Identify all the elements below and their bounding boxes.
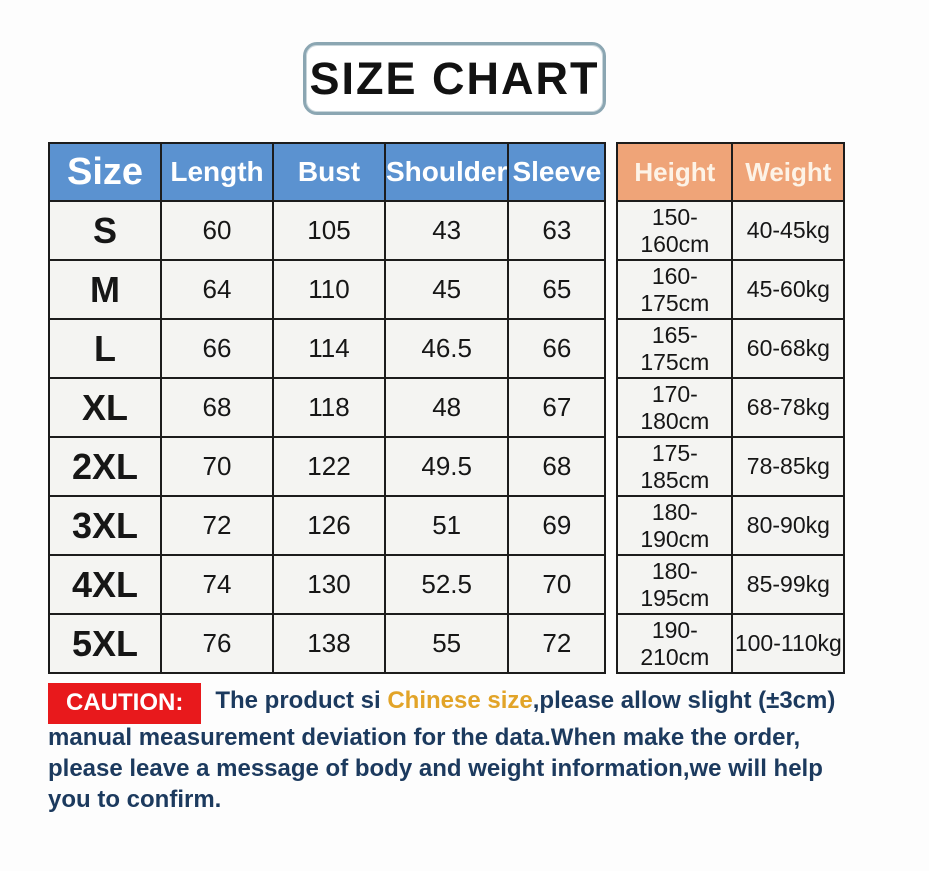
table-row: 180-195cm 85-99kg [616, 554, 846, 615]
sleeve-cell: 69 [507, 495, 607, 556]
length-cell: 66 [160, 318, 274, 379]
sleeve-cell: 66 [507, 318, 607, 379]
shoulder-cell: 48 [383, 377, 510, 438]
page-title: SIZE CHART [309, 52, 600, 104]
shoulder-cell: 55 [383, 613, 510, 674]
weight-cell: 85-99kg [731, 554, 846, 615]
size-cell: L [48, 318, 162, 379]
table-row: 170-180cm 68-78kg [616, 377, 846, 438]
table-row: 160-175cm 45-60kg [616, 259, 846, 320]
length-cell: 68 [160, 377, 274, 438]
weight-cell: 80-90kg [731, 495, 846, 556]
col-header-length: Length [160, 142, 274, 202]
bust-cell: 110 [272, 259, 386, 320]
weight-cell: 60-68kg [731, 318, 846, 379]
weight-cell: 40-45kg [731, 200, 846, 261]
height-cell: 160-175cm [616, 259, 734, 320]
height-cell: 180-190cm [616, 495, 734, 556]
height-cell: 150-160cm [616, 200, 734, 261]
col-header-shoulder: Shoulder [383, 142, 510, 202]
sleeve-cell: 63 [507, 200, 607, 261]
length-cell: 70 [160, 436, 274, 497]
bust-cell: 126 [272, 495, 386, 556]
shoulder-cell: 52.5 [383, 554, 510, 615]
col-header-size: Size [48, 142, 162, 202]
weight-cell: 78-85kg [731, 436, 846, 497]
col-header-weight: Weight [731, 142, 846, 202]
height-cell: 165-175cm [616, 318, 734, 379]
col-header-bust: Bust [272, 142, 386, 202]
bust-cell: 114 [272, 318, 386, 379]
caution-text: The product si [215, 687, 388, 714]
table-row: 3XL 72 126 51 69 [48, 495, 607, 556]
sleeve-cell: 68 [507, 436, 607, 497]
height-cell: 180-195cm [616, 554, 734, 615]
table-row: 150-160cm 40-45kg [616, 200, 846, 261]
table-row: XL 68 118 48 67 [48, 377, 607, 438]
col-header-sleeve: Sleeve [507, 142, 607, 202]
length-cell: 76 [160, 613, 274, 674]
bust-cell: 122 [272, 436, 386, 497]
header-row: Size Length Bust Shoulder Sleeve [48, 142, 607, 202]
weight-cell: 45-60kg [731, 259, 846, 320]
table-row: 165-175cm 60-68kg [616, 318, 846, 379]
size-table-main: Size Length Bust Shoulder Sleeve S 60 10… [48, 142, 607, 674]
weight-cell: 68-78kg [731, 377, 846, 438]
shoulder-cell: 51 [383, 495, 510, 556]
size-tables: Size Length Bust Shoulder Sleeve S 60 10… [48, 142, 846, 674]
bust-cell: 105 [272, 200, 386, 261]
table-row: M 64 110 45 65 [48, 259, 607, 320]
shoulder-cell: 49.5 [383, 436, 510, 497]
caution-section: CAUTION: The product si Chinese size,plea… [48, 681, 913, 815]
caution-text: ,please allow slight (±3cm) [532, 687, 836, 714]
table-row: 2XL 70 122 49.5 68 [48, 436, 607, 497]
height-cell: 190-210cm [616, 613, 734, 674]
table-row: 180-190cm 80-90kg [616, 495, 846, 556]
caution-highlight: Chinese size [387, 687, 533, 714]
header-row: Height Weight [616, 142, 846, 202]
bust-cell: 138 [272, 613, 386, 674]
bust-cell: 130 [272, 554, 386, 615]
length-cell: 74 [160, 554, 274, 615]
size-cell: 2XL [48, 436, 162, 497]
table-row: S 60 105 43 63 [48, 200, 607, 261]
caution-badge: CAUTION: [48, 683, 202, 724]
col-header-height: Height [616, 142, 734, 202]
size-cell: 4XL [48, 554, 162, 615]
length-cell: 64 [160, 259, 274, 320]
weight-cell: 100-110kg [731, 613, 846, 674]
height-cell: 170-180cm [616, 377, 734, 438]
sleeve-cell: 65 [507, 259, 607, 320]
size-cell: XL [48, 377, 162, 438]
sleeve-cell: 70 [507, 554, 607, 615]
length-cell: 60 [160, 200, 274, 261]
size-table-height-weight: Height Weight 150-160cm 40-45kg 160-175c… [616, 142, 846, 674]
table-row: 5XL 76 138 55 72 [48, 613, 607, 674]
table-row: 4XL 74 130 52.5 70 [48, 554, 607, 615]
caution-text: manual measurement deviation for the dat… [48, 724, 801, 751]
table-row: 190-210cm 100-110kg [616, 613, 846, 674]
size-cell: S [48, 200, 162, 261]
length-cell: 72 [160, 495, 274, 556]
size-cell: 5XL [48, 613, 162, 674]
sleeve-cell: 67 [507, 377, 607, 438]
size-cell: M [48, 259, 162, 320]
size-cell: 3XL [48, 495, 162, 556]
caution-text: please leave a message of body and weigh… [48, 755, 823, 782]
shoulder-cell: 45 [383, 259, 510, 320]
shoulder-cell: 46.5 [383, 318, 510, 379]
table-row: L 66 114 46.5 66 [48, 318, 607, 379]
caution-text: you to confirm. [48, 786, 222, 813]
bust-cell: 118 [272, 377, 386, 438]
sleeve-cell: 72 [507, 613, 607, 674]
table-row: 175-185cm 78-85kg [616, 436, 846, 497]
shoulder-cell: 43 [383, 200, 510, 261]
title-box: SIZE CHART [303, 42, 606, 115]
height-cell: 175-185cm [616, 436, 734, 497]
